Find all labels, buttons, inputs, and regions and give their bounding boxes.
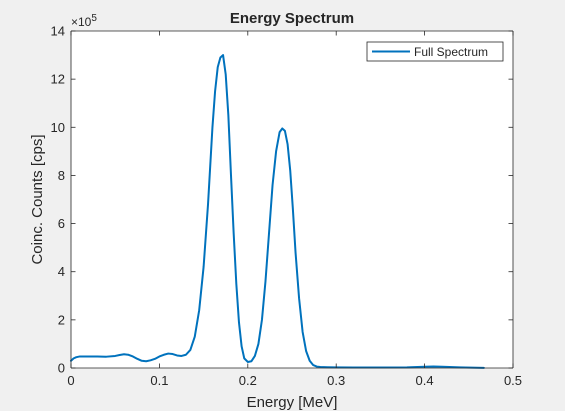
x-tick-label: 0.1 [150,373,168,388]
y-tick-label: 10 [51,120,65,135]
legend: Full Spectrum [366,41,504,62]
x-tick-label: 0.4 [416,373,434,388]
ticks-layer: 0 0.1 0.2 0.3 0.4 0.5 0 2 4 6 8 10 12 14 [51,24,523,389]
y-tick-label: 12 [51,72,65,87]
series-layer [70,54,485,369]
y-axis-exponent: ×105 [71,13,97,29]
x-tick-label: 0.3 [327,373,345,388]
legend-label-full-spectrum: Full Spectrum [414,45,488,59]
y-tick-label: 0 [58,361,65,376]
x-tick-label: 0 [67,373,74,388]
y-tick-label: 4 [58,264,65,279]
series-line-full-spectrum [70,54,485,369]
chart-title: Energy Spectrum [230,10,354,27]
axes-layer [70,30,514,369]
y-tick-label: 2 [58,312,65,327]
y-exponent-power: 5 [91,13,97,24]
y-tick-label: 6 [58,216,65,231]
y-tick-label: 14 [51,24,65,39]
x-tick-label: 0.5 [504,373,522,388]
legend-box [366,41,504,62]
y-axis-label: Coinc. Counts [cps] [29,134,46,264]
y-tick-label: 8 [58,168,65,183]
x-tick-label: 0.2 [239,373,257,388]
y-exponent-base: ×10 [71,15,92,29]
x-axis-label: Energy [MeV] [247,394,338,411]
